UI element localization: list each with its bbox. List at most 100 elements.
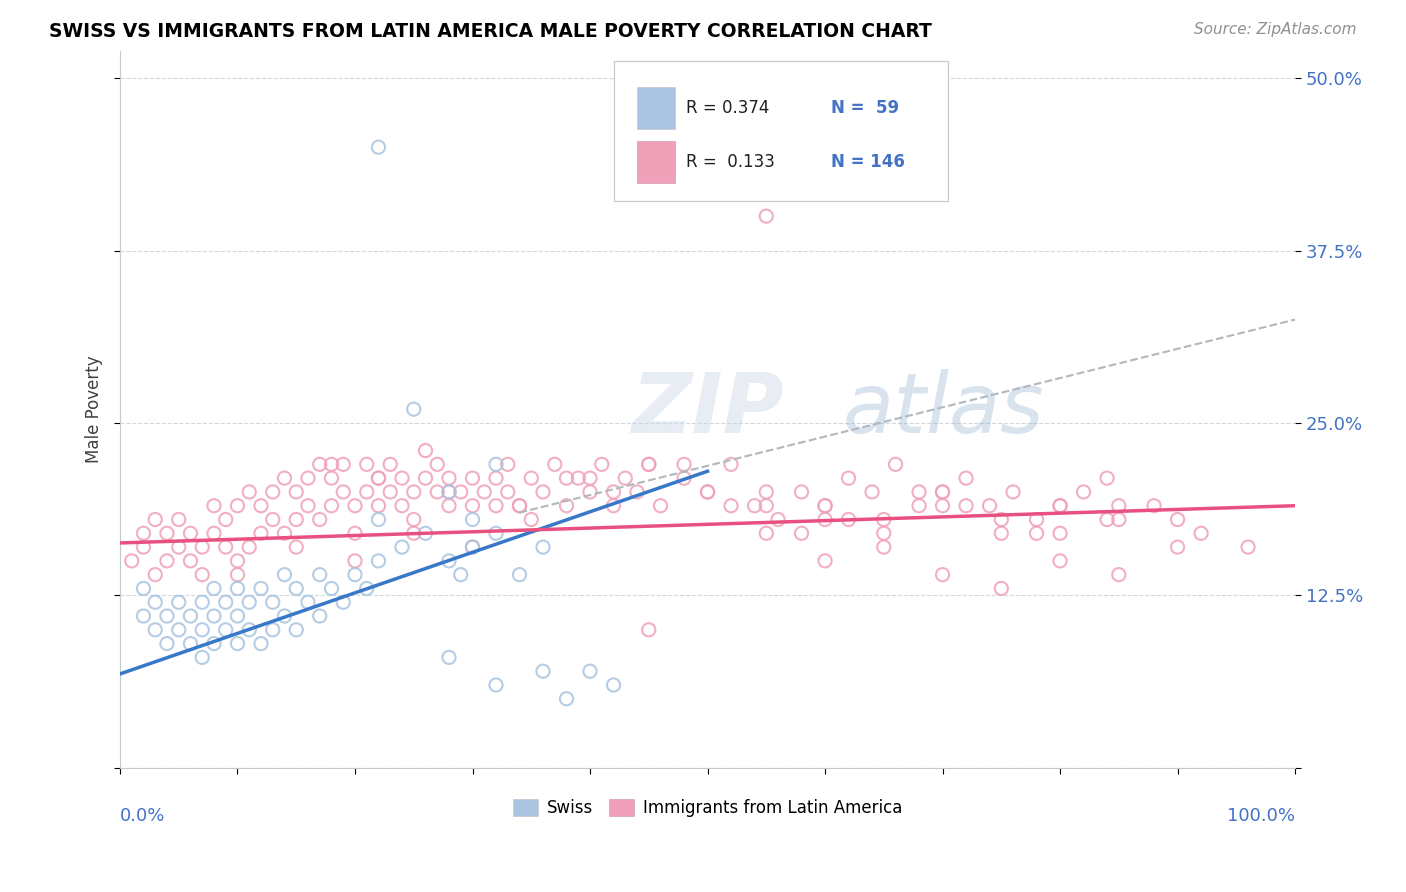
- Point: [485, 678, 508, 692]
- Point: [508, 499, 530, 513]
- Point: [308, 567, 330, 582]
- Point: [285, 512, 308, 526]
- FancyBboxPatch shape: [637, 87, 675, 129]
- Point: [626, 484, 648, 499]
- Point: [485, 458, 508, 472]
- Point: [814, 512, 837, 526]
- Point: [931, 499, 953, 513]
- Point: [191, 567, 214, 582]
- Point: [156, 609, 179, 624]
- Point: [1237, 540, 1260, 554]
- Point: [955, 471, 977, 485]
- Point: [321, 471, 343, 485]
- Point: [508, 567, 530, 582]
- Point: [437, 484, 460, 499]
- Point: [273, 526, 295, 541]
- Point: [637, 458, 659, 472]
- Point: [321, 458, 343, 472]
- Point: [1189, 526, 1212, 541]
- Point: [167, 512, 190, 526]
- Point: [437, 554, 460, 568]
- Point: [132, 582, 155, 596]
- Point: [343, 526, 366, 541]
- Point: [437, 471, 460, 485]
- Point: [860, 484, 883, 499]
- Point: [579, 484, 602, 499]
- Point: [238, 623, 260, 637]
- Point: [156, 526, 179, 541]
- Point: [215, 623, 238, 637]
- Point: [1167, 512, 1189, 526]
- Point: [202, 582, 225, 596]
- Point: [238, 484, 260, 499]
- Point: [520, 471, 543, 485]
- Point: [485, 499, 508, 513]
- Point: [380, 484, 402, 499]
- Point: [720, 458, 742, 472]
- Point: [191, 650, 214, 665]
- Point: [614, 471, 637, 485]
- Point: [884, 458, 907, 472]
- Text: N =  59: N = 59: [831, 99, 898, 117]
- Point: [391, 540, 413, 554]
- Point: [1095, 471, 1118, 485]
- Point: [838, 512, 860, 526]
- Point: [367, 140, 389, 154]
- Point: [1025, 526, 1047, 541]
- Point: [531, 540, 554, 554]
- Point: [1002, 484, 1025, 499]
- Point: [380, 458, 402, 472]
- Point: [1073, 484, 1095, 499]
- Point: [990, 512, 1012, 526]
- Point: [1049, 499, 1071, 513]
- Point: [297, 471, 319, 485]
- Text: ZIP: ZIP: [631, 368, 783, 450]
- Point: [555, 499, 578, 513]
- Point: [143, 512, 166, 526]
- Point: [356, 458, 378, 472]
- Point: [838, 471, 860, 485]
- Point: [873, 540, 896, 554]
- Point: [308, 458, 330, 472]
- Point: [202, 637, 225, 651]
- Point: [156, 637, 179, 651]
- Point: [367, 499, 389, 513]
- Point: [591, 458, 613, 472]
- Point: [273, 609, 295, 624]
- Point: [415, 443, 437, 458]
- Point: [262, 595, 284, 609]
- Point: [1049, 526, 1071, 541]
- Point: [485, 471, 508, 485]
- Point: [143, 595, 166, 609]
- Point: [356, 484, 378, 499]
- Point: [755, 209, 778, 223]
- Point: [121, 554, 143, 568]
- Point: [790, 484, 813, 499]
- Point: [215, 540, 238, 554]
- Point: [367, 471, 389, 485]
- Point: [602, 484, 624, 499]
- FancyBboxPatch shape: [613, 62, 949, 202]
- Point: [238, 595, 260, 609]
- Point: [226, 499, 249, 513]
- Point: [766, 512, 789, 526]
- Point: [297, 595, 319, 609]
- Point: [673, 458, 696, 472]
- Point: [461, 512, 484, 526]
- Point: [308, 512, 330, 526]
- Point: [332, 458, 354, 472]
- Point: [262, 623, 284, 637]
- Point: [496, 458, 519, 472]
- Point: [356, 582, 378, 596]
- Point: [790, 526, 813, 541]
- Point: [250, 582, 273, 596]
- Point: [531, 484, 554, 499]
- Point: [402, 484, 425, 499]
- Point: [437, 484, 460, 499]
- Point: [179, 526, 201, 541]
- Point: [555, 471, 578, 485]
- Point: [191, 595, 214, 609]
- Point: [555, 691, 578, 706]
- Point: [285, 540, 308, 554]
- Point: [402, 526, 425, 541]
